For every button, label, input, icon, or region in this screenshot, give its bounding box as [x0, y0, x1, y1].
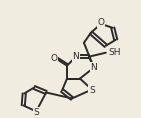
Text: N: N	[73, 52, 79, 61]
Text: S: S	[33, 108, 39, 117]
Text: O: O	[51, 54, 58, 63]
Text: N: N	[91, 63, 97, 72]
Text: S: S	[89, 86, 95, 95]
Text: O: O	[97, 18, 104, 27]
Text: SH: SH	[109, 48, 121, 57]
